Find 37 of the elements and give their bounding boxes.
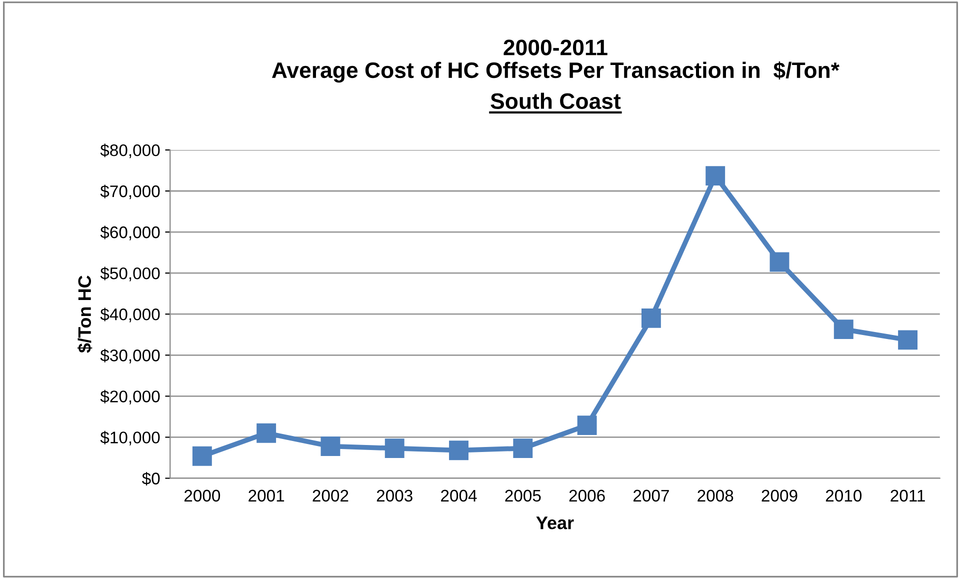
x-tick-label: 2008 xyxy=(698,490,734,502)
x-tick-label: 2004 xyxy=(441,490,477,502)
chart-subtitle: South Coast xyxy=(490,92,621,110)
y-tick-label: $70,000 xyxy=(100,184,160,200)
point xyxy=(577,416,597,436)
x-tick-label: 2009 xyxy=(762,490,798,502)
point xyxy=(192,446,212,466)
point xyxy=(834,320,854,340)
point xyxy=(770,252,790,272)
point xyxy=(256,423,276,443)
point xyxy=(320,436,340,456)
x-tick-label: 2011 xyxy=(890,490,925,502)
y-tick-label: $50,000 xyxy=(100,266,160,282)
y-tick-label: $80,000 xyxy=(100,144,160,158)
point xyxy=(898,330,918,350)
x-tick-label: 2002 xyxy=(312,490,348,502)
point xyxy=(706,166,726,186)
chart-title: 2000-2011 Average Cost of HC Offsets Per Transaction in $/Ton* xyxy=(272,40,840,83)
x-tick-label: 2003 xyxy=(376,490,412,502)
x-tick-label: 2000 xyxy=(184,490,220,502)
x-tick-label: 2006 xyxy=(569,490,605,502)
y-tick-label: $40,000 xyxy=(100,308,160,322)
point xyxy=(449,440,468,460)
y-tick-label: $0 xyxy=(142,472,160,486)
x-tick-label: 2010 xyxy=(826,490,862,502)
point xyxy=(384,438,404,458)
y-tick-label: $30,000 xyxy=(100,348,160,364)
x-tick-label: 2001 xyxy=(248,490,284,502)
x-axis-title: Year xyxy=(536,516,574,530)
x-tick-label: 2007 xyxy=(634,490,669,502)
point xyxy=(513,438,533,458)
y-tick-label: $60,000 xyxy=(100,226,160,240)
y-tick-label: $10,000 xyxy=(100,430,160,446)
y-tick-label: $20,000 xyxy=(100,390,160,404)
y-axis-title: $/Ton HC xyxy=(77,276,92,353)
point xyxy=(641,308,661,328)
x-tick-label: 2005 xyxy=(505,490,541,502)
